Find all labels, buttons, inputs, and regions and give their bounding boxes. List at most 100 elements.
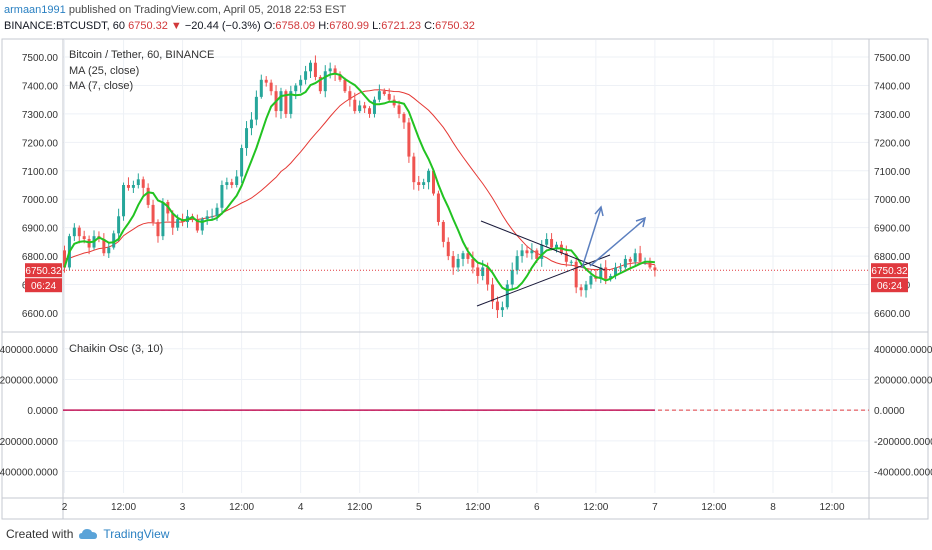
candle-body <box>235 176 239 185</box>
price-tick-right: 7200.00 <box>874 138 911 149</box>
candle-body <box>353 99 357 112</box>
candle-body <box>564 253 568 262</box>
candle-body <box>358 105 362 112</box>
candle-body <box>299 79 303 86</box>
candle-body <box>343 79 347 92</box>
candle-body <box>200 219 204 231</box>
author-link[interactable]: armaan1991 <box>4 4 66 16</box>
candle-body <box>446 241 450 257</box>
candle-body <box>491 284 495 302</box>
candle-body <box>102 239 106 254</box>
candle-body <box>146 187 150 205</box>
tradingview-brand-link[interactable]: TradingView <box>103 527 170 541</box>
candle-body <box>530 250 534 254</box>
price-tag-box <box>871 263 908 278</box>
candle-body <box>461 253 465 259</box>
candle-body <box>515 256 519 271</box>
price-tick-right: 6900.00 <box>874 224 911 235</box>
time-tick-label: 12:00 <box>465 502 490 513</box>
candle-body <box>520 250 524 257</box>
candle-body <box>372 99 376 114</box>
price-tick-right: 6800.00 <box>874 252 911 263</box>
time-tick-label: 12:00 <box>820 502 845 513</box>
candle-body <box>230 182 234 185</box>
candle-body <box>171 213 175 228</box>
candle-body <box>535 250 539 259</box>
legend-title: Bitcoin / Tether, 60, BINANCE <box>69 49 214 61</box>
candle-body <box>628 258 632 262</box>
arrowhead-1 <box>594 205 604 217</box>
candle-body <box>289 91 293 114</box>
osc-tick-right: 0.0000 <box>874 406 905 417</box>
candle-body <box>422 182 426 185</box>
open-value: 6758.09 <box>275 20 316 32</box>
chart-svg[interactable]: 6600.006600.006700.006700.006800.006800.… <box>0 37 932 524</box>
time-tick-label: 5 <box>416 502 422 513</box>
arrowhead-2 <box>635 216 647 228</box>
candle-body <box>323 71 327 92</box>
candle-body <box>579 287 583 291</box>
price-tick-left: 7500.00 <box>22 53 59 64</box>
candle-body <box>249 119 253 129</box>
candle-body <box>402 113 406 123</box>
candle-body <box>333 68 337 75</box>
candle-body <box>126 185 130 188</box>
price-tick-left: 7000.00 <box>22 195 59 206</box>
candle-body <box>117 216 121 234</box>
candle-body <box>77 227 81 237</box>
osc-tick-left: 200000.0000 <box>0 375 58 386</box>
candle-body <box>269 82 273 92</box>
candles-layer <box>63 55 657 318</box>
candle-body <box>456 258 460 268</box>
candle-body <box>72 227 76 237</box>
publish-text: published on TradingView.com, April 05, … <box>68 4 347 16</box>
candle-body <box>313 62 317 77</box>
triangle-lower-line <box>476 254 611 307</box>
candle-body <box>141 179 145 188</box>
candle-body <box>328 68 332 72</box>
tradingview-cloud-icon <box>79 529 98 539</box>
countdown-tag-text: 06:24 <box>877 281 902 292</box>
candle-body <box>589 275 593 285</box>
osc-tick-left: -200000.0000 <box>0 437 58 448</box>
candle-body <box>525 250 529 254</box>
time-tick-label: 7 <box>652 502 658 513</box>
osc-tick-left: -400000.0000 <box>0 468 58 479</box>
breakout-arrow-1 <box>581 207 602 269</box>
candle-body <box>387 94 391 100</box>
grid <box>63 40 869 493</box>
candle-body <box>427 170 431 183</box>
price-tags: 6750.32 06:24 6750.32 06:24 <box>25 263 908 293</box>
candle-body <box>412 156 416 183</box>
candle-body <box>653 267 657 271</box>
price-tick-left: 6900.00 <box>22 224 59 235</box>
ma7-line <box>63 72 655 292</box>
price-tick-left: 7100.00 <box>22 167 59 178</box>
candle-body <box>112 233 116 248</box>
legend-ma7: MA (7, close) <box>69 80 133 92</box>
candle-body <box>131 185 135 188</box>
candle-body <box>574 261 578 288</box>
candle-body <box>245 128 249 149</box>
high-label: H: <box>318 20 330 32</box>
candle-body <box>156 221 160 237</box>
price-tick-right: 7000.00 <box>874 195 911 206</box>
candle-body <box>259 79 263 97</box>
price-tick-left: 7400.00 <box>22 81 59 92</box>
candle-body <box>264 79 268 83</box>
candle-body <box>569 261 573 263</box>
candle-body <box>382 91 386 95</box>
candle-body <box>215 207 219 217</box>
annotation-layer <box>63 205 869 307</box>
candle-body <box>584 284 588 291</box>
candle-body <box>510 270 514 285</box>
candle-body <box>294 85 298 92</box>
candle-body <box>318 76 322 92</box>
price-tick-left: 7300.00 <box>22 110 59 121</box>
candle-body <box>638 253 642 262</box>
price-tick-right: 7400.00 <box>874 81 911 92</box>
candle-body <box>555 244 558 248</box>
time-tick-label: 2 <box>62 502 68 513</box>
chart-frame[interactable]: 6600.006600.006700.006700.006800.006800.… <box>0 37 932 524</box>
candle-body <box>500 307 504 311</box>
